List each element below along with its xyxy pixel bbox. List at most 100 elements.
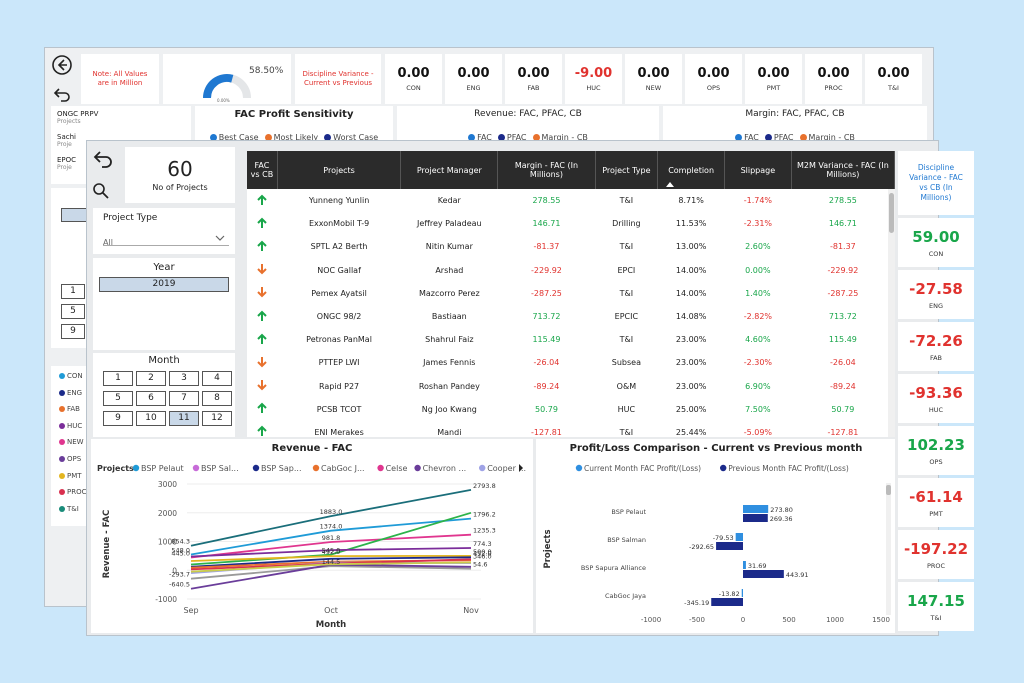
- discipline-legend-huc[interactable]: HUC: [59, 422, 87, 439]
- discipline-legend-con[interactable]: CON: [59, 372, 87, 389]
- month-button-12[interactable]: 12: [202, 411, 232, 426]
- column-header-project-manager[interactable]: Project Manager: [400, 151, 499, 189]
- slippage-cell: 4.60%: [745, 335, 771, 345]
- column-header-label: Margin - FAC (In Millions): [514, 161, 579, 179]
- month-button-8[interactable]: 8: [202, 391, 232, 406]
- column-header-project-type[interactable]: Project Type: [595, 151, 659, 189]
- slippage-cell: 0.00%: [745, 265, 771, 275]
- table-row[interactable]: PTTEP LWI James Fennis -26.04 Subsea 23.00% -…: [247, 351, 895, 374]
- series-line-3[interactable]: [190, 511, 472, 566]
- legend-item-margin-cb[interactable]: Margin - CB: [532, 133, 588, 142]
- legend-next-icon[interactable]: [519, 464, 523, 472]
- search-icon[interactable]: [91, 181, 111, 201]
- series-line-6[interactable]: [190, 556, 472, 568]
- bar[interactable]: [743, 505, 769, 513]
- month-button-6[interactable]: 6: [136, 391, 166, 406]
- legend-label: CabGoc J...: [321, 464, 365, 473]
- month-button-9[interactable]: 9: [103, 411, 133, 426]
- series-line-4[interactable]: [190, 547, 472, 558]
- legend-item-pfac[interactable]: PFAC: [764, 133, 794, 142]
- table-row[interactable]: SPTL A2 Berth Nitin Kumar -81.37 T&I 13.00% 2…: [247, 235, 895, 258]
- month-button-1[interactable]: 1: [103, 371, 133, 386]
- discipline-legend-tandi[interactable]: T&I: [59, 505, 87, 522]
- chart-scrollbar-thumb[interactable]: [886, 485, 891, 495]
- discipline-legend-pmt[interactable]: PMT: [59, 472, 87, 489]
- legend-item-worst-case[interactable]: Worst Case: [324, 133, 378, 142]
- bar[interactable]: [743, 514, 768, 522]
- bar[interactable]: [743, 561, 746, 569]
- back-circle-icon[interactable]: [51, 54, 73, 76]
- legend-item-previous-month-fac-profit-loss[interactable]: Previous Month FAC Profit/(Loss): [720, 464, 849, 473]
- list-item[interactable]: Sachi Proje: [57, 133, 185, 148]
- legend-item-fac[interactable]: FAC: [468, 133, 492, 142]
- legend-item-bsp-sap[interactable]: BSP Sap...: [252, 464, 302, 473]
- column-header-m2m-variance-fac-in-millions[interactable]: M2M Variance - FAC (In Millions): [791, 151, 895, 189]
- back-month-button-5[interactable]: 5: [61, 304, 85, 319]
- legend-item-best-case[interactable]: Best Case: [209, 133, 259, 142]
- table-row[interactable]: NOC Gallaf Arshad -229.92 EPCI 14.00% 0.00% -2…: [247, 259, 895, 282]
- column-header-completion[interactable]: Completion: [657, 151, 725, 189]
- table-row[interactable]: Yunneng Yunlin Kedar 278.55 T&I 8.71% -1.74% 2…: [247, 189, 895, 212]
- table-scrollbar[interactable]: [888, 189, 895, 437]
- margin-fac-cell: -81.37: [533, 242, 560, 252]
- arrow-up-icon: [257, 426, 267, 437]
- list-item[interactable]: EPOC Proje: [57, 156, 185, 171]
- series-line-12[interactable]: [190, 561, 472, 573]
- back-month-button-1[interactable]: 1: [61, 284, 85, 299]
- month-button-10[interactable]: 10: [136, 411, 166, 426]
- project-type-dropdown[interactable]: All: [103, 230, 229, 247]
- bar[interactable]: [741, 589, 743, 597]
- bar[interactable]: [743, 570, 784, 578]
- back-month-button-9[interactable]: 9: [61, 324, 85, 339]
- table-row[interactable]: Petronas PanMal Shahrul Faiz 115.49 T&I 23.0…: [247, 328, 895, 351]
- legend-item-most-likely[interactable]: Most Likely: [264, 133, 318, 142]
- discipline-legend-ops[interactable]: OPS: [59, 455, 87, 472]
- month-button-4[interactable]: 4: [202, 371, 232, 386]
- table-scrollbar-thumb[interactable]: [889, 193, 894, 233]
- legend-item-fac[interactable]: FAC: [735, 133, 759, 142]
- month-button-5[interactable]: 5: [103, 391, 133, 406]
- column-header-fac-vs-cb[interactable]: FAC vs CB: [247, 151, 278, 189]
- legend-item-cooper[interactable]: Cooper ...: [479, 464, 526, 473]
- month-button-11[interactable]: 11: [169, 411, 199, 426]
- undo-icon[interactable]: [51, 84, 73, 106]
- legend-item-current-month-fac-profit-loss[interactable]: Current Month FAC Profit/(Loss): [575, 464, 701, 473]
- legend-item-bsp-sal[interactable]: BSP Sal...: [192, 464, 239, 473]
- discipline-legend-new[interactable]: NEW: [59, 438, 87, 455]
- legend-item-chevron[interactable]: Chevron ...: [414, 464, 466, 473]
- month-button-3[interactable]: 3: [169, 371, 199, 386]
- month-button-2[interactable]: 2: [136, 371, 166, 386]
- list-item[interactable]: ONGC PRPV Projects: [57, 110, 185, 125]
- table-row[interactable]: PCSB TCOT Ng Joo Kwang 50.79 HUC 25.00% 7.50%…: [247, 398, 895, 421]
- bar[interactable]: [716, 542, 743, 550]
- year-2019-button[interactable]: 2019: [99, 277, 229, 292]
- column-header-slippage[interactable]: Slippage: [724, 151, 792, 189]
- legend-item-cabgoc-j[interactable]: CabGoc J...: [312, 464, 365, 473]
- legend-item-margin-cb[interactable]: Margin - CB: [799, 133, 855, 142]
- column-header-projects[interactable]: Projects: [277, 151, 402, 189]
- table-row[interactable]: ENI Merakes Mandi -127.81 T&I 25.44% -5.09% -1…: [247, 421, 895, 437]
- series-line-1[interactable]: [190, 517, 472, 556]
- table-row[interactable]: Pemex Ayatsil Mazcorro Perez -287.25 T&I 14.…: [247, 282, 895, 305]
- table-row[interactable]: ONGC 98/2 Bastiaan 713.72 EPCIC 14.08% -2.82%…: [247, 305, 895, 328]
- column-header-margin-fac-in-millions[interactable]: Margin - FAC (In Millions): [497, 151, 596, 189]
- discipline-legend-fab[interactable]: FAB: [59, 405, 87, 422]
- legend-item-bsp-pelaut[interactable]: BSP Pelaut: [132, 464, 184, 473]
- month-button-7[interactable]: 7: [169, 391, 199, 406]
- series-line-2[interactable]: [190, 533, 472, 559]
- legend-item-pfac[interactable]: PFAC: [497, 133, 527, 142]
- table-row[interactable]: Rapid P27 Roshan Pandey -89.24 O&M 23.00% 6.9…: [247, 375, 895, 398]
- discipline-value: 59.00: [912, 228, 960, 246]
- chart-scrollbar[interactable]: [886, 483, 891, 615]
- bar[interactable]: [711, 598, 743, 606]
- table-row[interactable]: ExxonMobil T-9 Jeffrey Paladeau 146.71 Dril…: [247, 212, 895, 235]
- series-line-5[interactable]: [190, 555, 472, 562]
- series-line-0[interactable]: [190, 489, 472, 547]
- discipline-legend-eng[interactable]: ENG: [59, 389, 87, 406]
- series-line-9[interactable]: [190, 565, 472, 580]
- bar[interactable]: [735, 533, 743, 541]
- discipline-legend-proc[interactable]: PROC: [59, 488, 87, 505]
- undo-icon[interactable]: [91, 147, 115, 171]
- project-name-cell: PTTEP LWI: [318, 358, 360, 368]
- legend-item-celse[interactable]: Celse: [377, 464, 407, 473]
